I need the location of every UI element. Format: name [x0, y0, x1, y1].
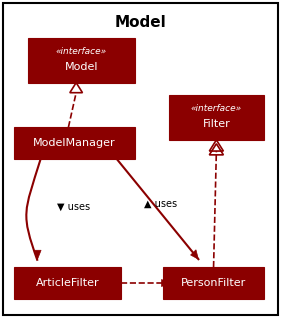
Text: «interface»: «interface»: [56, 47, 107, 56]
FancyBboxPatch shape: [28, 38, 135, 83]
Text: ModelManager: ModelManager: [33, 138, 116, 148]
Polygon shape: [34, 250, 41, 259]
Polygon shape: [162, 280, 169, 287]
Polygon shape: [191, 250, 198, 259]
FancyBboxPatch shape: [14, 267, 121, 299]
Text: PersonFilter: PersonFilter: [181, 278, 246, 288]
FancyBboxPatch shape: [3, 3, 278, 315]
Text: «interface»: «interface»: [191, 104, 242, 113]
FancyBboxPatch shape: [169, 95, 264, 140]
Text: Filter: Filter: [203, 119, 230, 129]
FancyBboxPatch shape: [14, 127, 135, 159]
Text: ArticleFilter: ArticleFilter: [36, 278, 99, 288]
Text: Model: Model: [115, 15, 166, 30]
Text: Model: Model: [65, 62, 98, 72]
Text: ▲ uses: ▲ uses: [144, 198, 177, 209]
Text: ▼ uses: ▼ uses: [58, 202, 90, 212]
FancyBboxPatch shape: [163, 267, 264, 299]
